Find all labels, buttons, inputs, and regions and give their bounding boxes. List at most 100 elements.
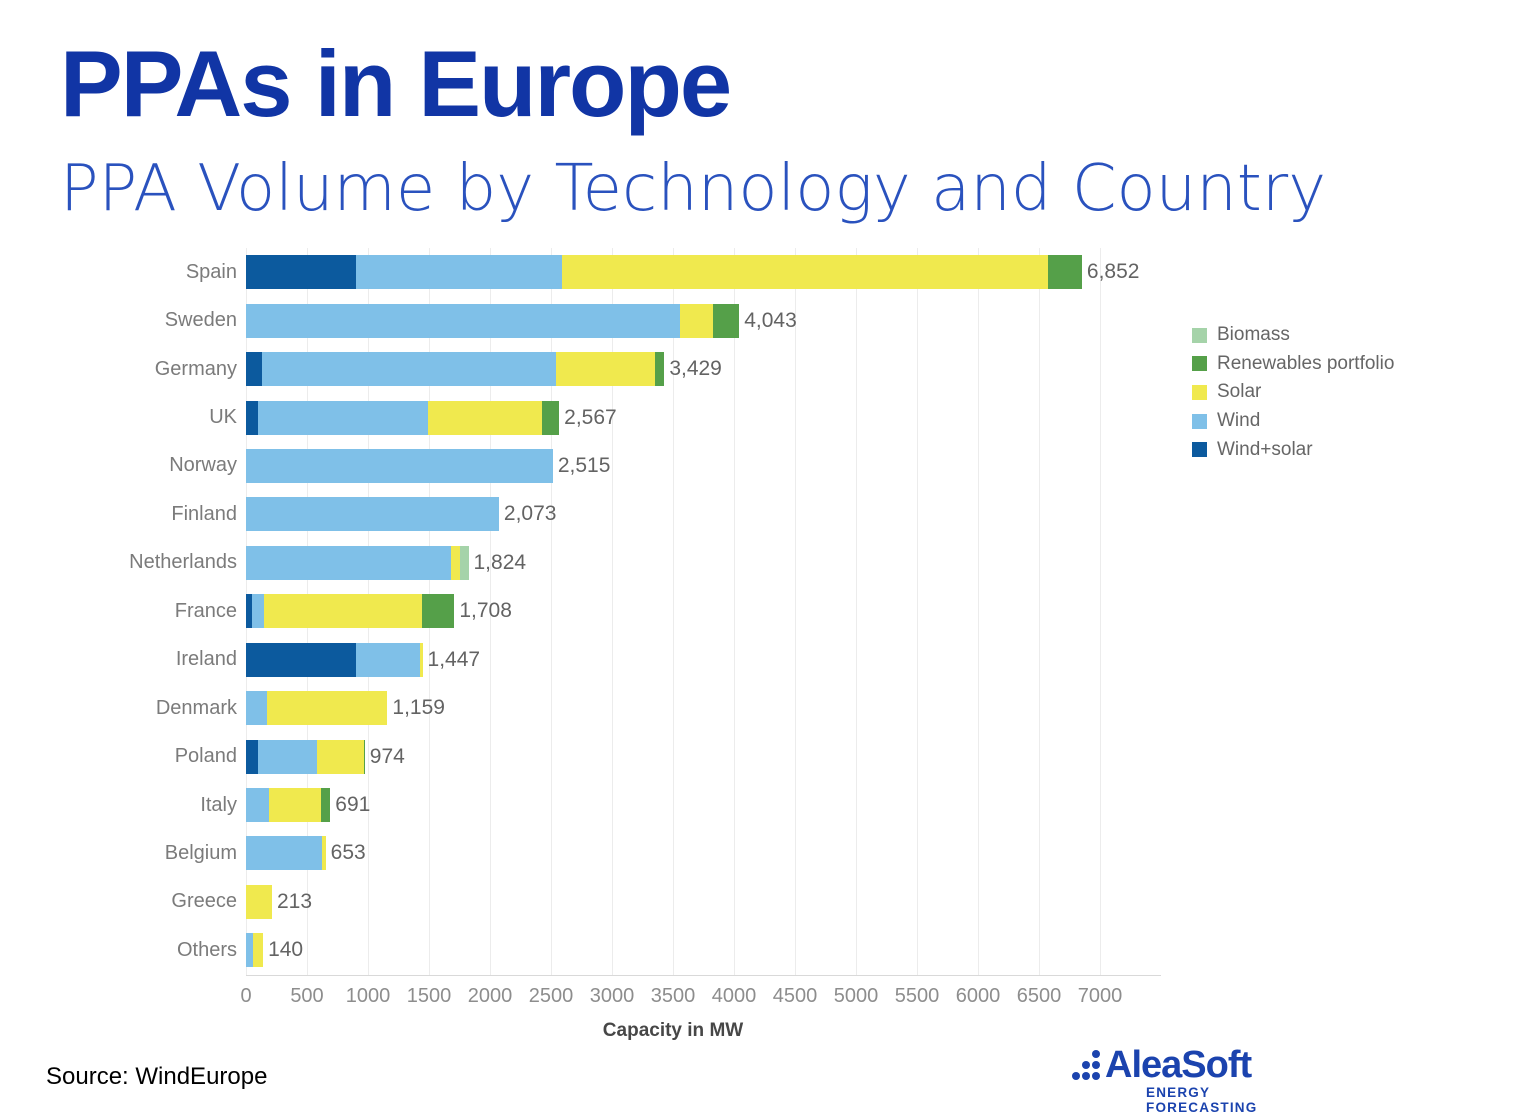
legend-item-biomass[interactable]: Biomass [1192,321,1394,350]
bar-segment-wind[interactable] [355,642,421,677]
chart-row: Germany 3,429 [0,345,1516,393]
legend-item-renewables-portfolio[interactable]: Renewables portfolio [1192,350,1394,379]
bar-segment-solar[interactable] [561,255,1048,290]
bar-segment-solar[interactable] [556,352,656,387]
x-tick-label: 500 [290,985,324,1007]
chart-row: France 1,708 [0,587,1516,635]
bar-segment-wind[interactable] [258,400,428,435]
bar-segment-wind-plus-solar[interactable] [246,352,263,387]
bar-segment-renewables-portfolio[interactable] [421,594,455,629]
logo-tagline: ENERGY FORECASTING [1146,1085,1258,1115]
chart-row: Greece 213 [0,878,1516,926]
bar-total-label: 2,515 [557,453,611,477]
country-label: Denmark [155,696,237,719]
x-tick-label: 4000 [711,985,757,1007]
x-tick-label: 2000 [467,985,513,1007]
gridline [1100,248,1101,975]
bar-total-label: 140 [268,938,304,962]
x-tick-label: 6500 [1016,985,1062,1007]
bar-segment-solar[interactable] [427,400,543,435]
bar-track: 6,852 [246,255,1161,290]
bar-segment-renewables-portfolio[interactable] [1047,255,1082,290]
country-label: Poland [174,745,237,768]
bar-segment-renewables-portfolio[interactable] [713,303,740,338]
legend-swatch-biomass [1192,327,1207,343]
bar-segment-solar[interactable] [269,788,322,823]
bar-segment-solar[interactable] [420,642,423,677]
bar-track: 2,515 [246,448,1161,483]
legend-item-solar[interactable]: Solar [1192,378,1394,407]
bar-segment-wind-plus-solar[interactable] [246,594,253,629]
aleasoft-logo: AleaSoft ENERGY FORECASTING [1070,1046,1310,1115]
bar-segment-renewables-portfolio[interactable] [321,788,331,823]
x-tick-label: 4500 [772,985,818,1007]
bar-segment-biomass[interactable] [460,545,469,580]
legend-label: Biomass [1217,324,1290,346]
chart-subtitle: PPA Volume by Technology and Country [60,152,1327,226]
bar-segment-wind[interactable] [262,352,557,387]
bar-track: 3,429 [246,352,1161,387]
bar-segment-wind[interactable] [355,255,562,290]
legend-item-wind[interactable]: Wind [1192,407,1394,436]
bar-segment-wind[interactable] [246,691,268,726]
legend-swatch-wind-plus-solar [1192,442,1207,458]
bar-total-label: 213 [276,889,313,913]
gridline [978,248,979,975]
bar-segment-wind[interactable] [246,545,451,580]
x-tick-label: 1000 [345,985,391,1007]
source-label: Source: WindEurope [46,1063,268,1090]
bar-track: 1,159 [246,691,1161,726]
bar-total-label: 1,159 [392,696,445,720]
bar-total-label: 2,567 [564,405,617,429]
legend-item-wind-plus-solar[interactable]: Wind+solar [1192,435,1394,464]
bar-track: 2,073 [246,497,1161,532]
bar-segment-solar[interactable] [252,933,264,968]
bar-track: 1,708 [246,594,1161,629]
bar-segment-solar[interactable] [267,691,388,726]
country-label: Italy [200,793,237,816]
bar-segment-solar[interactable] [246,884,272,919]
bar-segment-wind[interactable] [246,933,253,968]
chart-row: UK 2,567 [0,393,1516,441]
x-tick-label: 5000 [833,985,879,1007]
chart-row: Denmark 1,159 [0,684,1516,732]
logo-dots-icon [1070,1047,1100,1080]
bar-segment-wind[interactable] [246,788,270,823]
bar-segment-wind[interactable] [258,739,317,774]
bar-segment-solar[interactable] [316,739,364,774]
x-tick-label: 5500 [894,985,940,1007]
bar-track: 974 [246,739,1161,774]
chart-row: Sweden 4,043 [0,296,1516,344]
bar-segment-wind-plus-solar[interactable] [246,739,259,774]
bar-total-label: 3,429 [669,357,722,381]
country-label: Greece [171,890,237,913]
bar-segment-renewables-portfolio[interactable] [542,400,560,435]
gridline [855,248,857,975]
bar-segment-wind-plus-solar[interactable] [246,255,356,290]
bar-segment-solar[interactable] [321,836,326,871]
bar-segment-wind[interactable] [246,497,499,532]
country-label: Ireland [175,648,237,671]
bar-track: 2,567 [246,400,1161,435]
bar-segment-solar[interactable] [264,594,422,629]
bar-segment-renewables-portfolio[interactable] [655,352,665,387]
country-label: France [174,599,237,622]
x-axis-line [246,975,1161,976]
bar-segment-wind-plus-solar[interactable] [246,400,259,435]
bar-segment-renewables-portfolio[interactable] [363,739,365,774]
bar-segment-wind-plus-solar[interactable] [246,642,356,677]
bar-segment-wind[interactable] [246,836,322,871]
x-tick-label: 3500 [650,985,696,1007]
bar-segment-wind[interactable] [252,594,265,629]
gridline [1039,248,1040,975]
legend-label: Renewables portfolio [1217,352,1395,374]
bar-segment-wind[interactable] [246,448,553,483]
x-tick-label: 7000 [1077,985,1123,1007]
bar-segment-wind[interactable] [246,303,681,338]
gridline [917,248,918,975]
x-tick-label: 2500 [528,985,574,1007]
bar-segment-solar[interactable] [680,303,714,338]
bar-track: 1,824 [246,545,1161,580]
bar-segment-solar[interactable] [450,545,461,580]
x-axis-ticks: 0 500 1000 1500 2000 2500 3000 3500 4000 4500 5000… [240,985,1161,1011]
